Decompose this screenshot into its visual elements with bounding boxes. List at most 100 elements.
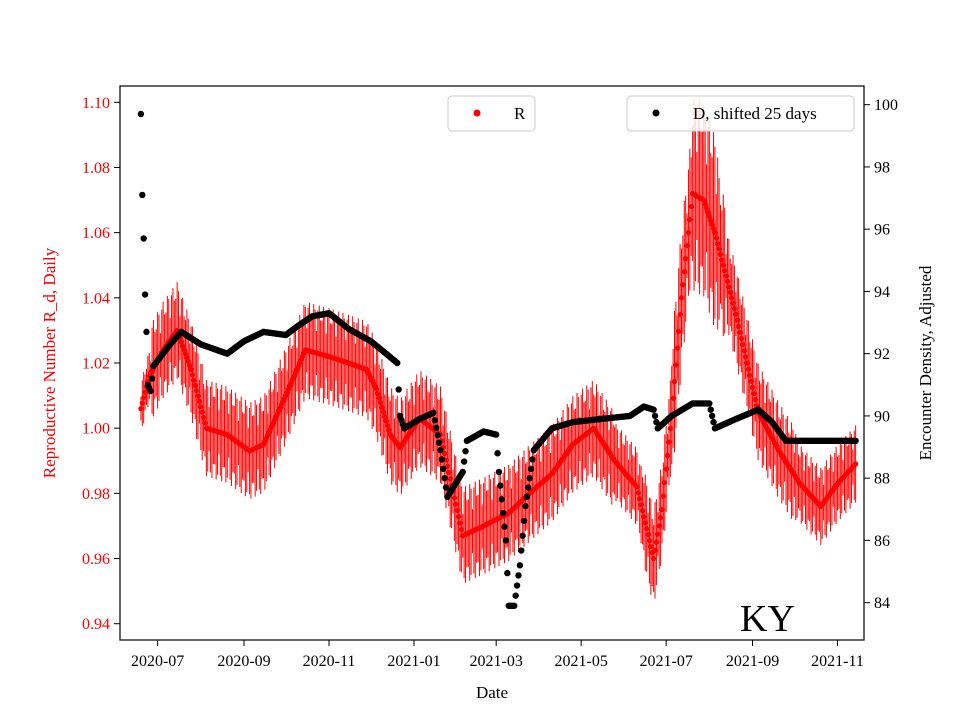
r-data-point [641, 514, 647, 520]
r-data-point [651, 555, 657, 562]
r-data-point [710, 225, 717, 232]
r-data-point [639, 508, 646, 514]
r-data-point [717, 251, 724, 257]
r-data-point [713, 235, 719, 241]
r-data-point [684, 243, 690, 249]
r-data-point [709, 221, 715, 228]
d-data-point [502, 537, 510, 544]
d-data-point [523, 493, 531, 501]
r-data-point [646, 538, 653, 544]
d-data-point [526, 474, 533, 482]
legend-d: D, shifted 25 days [626, 95, 855, 132]
right-y-axis: 84 86 88 90 92 94 96 98 100 [864, 97, 898, 612]
d-data-point [435, 439, 443, 446]
d-data-point [442, 484, 450, 491]
r-data-point [187, 363, 193, 369]
r-data-point [377, 400, 384, 406]
r-data-point [680, 282, 686, 288]
r-data-point [674, 345, 680, 351]
d-data-point [438, 456, 446, 463]
r-data-point [701, 197, 707, 203]
x-tick-label: 2021-05 [555, 653, 608, 670]
right-y-tick-label: 92 [874, 346, 890, 363]
r-data-point [447, 476, 453, 482]
r-data-point [638, 502, 644, 508]
r-data-point [644, 526, 650, 532]
r-data-point [712, 230, 718, 236]
r-data-point [655, 531, 661, 537]
state-annotation: KY [740, 598, 795, 640]
r-data-point [720, 262, 726, 268]
r-data-point [751, 390, 757, 397]
x-tick-label: 2021-01 [387, 653, 440, 670]
r-data-point [642, 520, 648, 526]
d-data-point [137, 110, 145, 118]
r-data-point [663, 466, 669, 472]
r-data-point [202, 420, 208, 426]
d-data-point [459, 468, 466, 476]
left-y-tick-label: 1.08 [82, 160, 110, 177]
d-data-point [515, 572, 522, 579]
r-data-point [138, 406, 144, 412]
r-data-point [648, 543, 654, 550]
r-data-point [708, 217, 714, 224]
r-data-point [734, 317, 740, 323]
d-data-point [504, 569, 511, 577]
r-series-points [138, 190, 859, 562]
r-data-point [376, 395, 382, 401]
r-data-point [730, 300, 736, 306]
d-data-point [706, 400, 713, 407]
r-data-point [666, 439, 672, 445]
d-data-point [498, 496, 505, 503]
d-data-point [651, 412, 659, 420]
r-data-point [688, 203, 694, 210]
d-data-point [499, 509, 507, 517]
d-data-point [516, 562, 524, 569]
right-y-axis-label: Encounter Density, Adjusted [916, 265, 935, 460]
r-data-point [678, 295, 685, 301]
x-tick-label: 2020-11 [303, 653, 356, 670]
r-data-point [738, 335, 744, 342]
legend-r: R [447, 95, 536, 132]
d-data-point [395, 386, 402, 393]
r-data-point [671, 379, 678, 385]
left-y-axis: 0.94 0.96 0.98 1.00 1.02 1.04 1.06 1.08 1.10 [82, 95, 120, 633]
legend-r-marker [473, 109, 481, 117]
r-data-point [722, 268, 728, 274]
d-data-point [525, 484, 532, 491]
x-axis: 2020-07 2020-09 2020-11 2021-01 2021-03 2021-… [131, 640, 864, 670]
r-data-point [454, 507, 460, 514]
r-data-point [196, 398, 203, 405]
r-data-point [740, 342, 746, 348]
d-data-point [430, 409, 437, 416]
r-data-point [664, 453, 671, 459]
right-y-tick-label: 100 [874, 97, 898, 114]
left-y-tick-label: 1.10 [82, 95, 110, 112]
r-data-point [383, 418, 389, 424]
r-data-point [192, 382, 198, 389]
r-data-point [373, 386, 379, 392]
d-data-point [653, 418, 660, 426]
r-data-point [726, 284, 732, 290]
r-data-point [142, 389, 148, 395]
d-data-point [494, 450, 501, 457]
r-data-point [188, 366, 194, 373]
legend-r-box [447, 95, 536, 132]
d-data-point [140, 235, 147, 242]
d-data-point [650, 406, 657, 413]
r-data-point [198, 404, 204, 410]
d-data-point [710, 418, 717, 426]
r-data-point [180, 343, 186, 349]
r-data-point [737, 329, 743, 336]
d-data-point [522, 502, 529, 510]
d-data-point [433, 424, 440, 431]
d-data-point [527, 465, 535, 473]
r-data-point [667, 426, 673, 432]
right-y-tick-label: 86 [874, 533, 890, 550]
r-data-point [742, 354, 749, 360]
r-data-point [741, 348, 747, 354]
right-y-tick-label: 96 [874, 222, 890, 239]
right-y-tick-label: 94 [874, 284, 890, 301]
d-data-point [492, 431, 500, 438]
